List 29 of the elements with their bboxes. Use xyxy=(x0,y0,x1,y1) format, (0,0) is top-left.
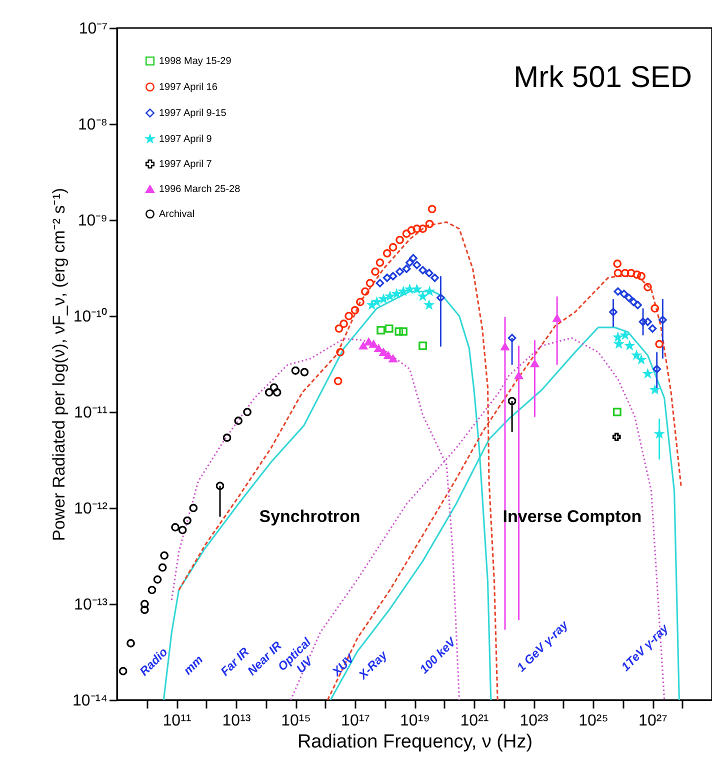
y-tick-label: 10⁻¹¹ xyxy=(74,404,108,422)
legend-label: Archival xyxy=(159,209,195,220)
y-tick-label: 10⁻⁸ xyxy=(78,116,108,134)
y-tick-label: 10⁻⁷ xyxy=(78,20,108,38)
y-tick-label: 10⁻¹² xyxy=(74,500,108,518)
x-axis-title: Radiation Frequency, ν (Hz) xyxy=(297,732,533,752)
x-tick-label: 10¹¹ xyxy=(162,712,192,730)
text: Mrk 501 SED xyxy=(514,61,692,94)
x-tick-label: 10²⁷ xyxy=(638,712,668,730)
legend-label: 1997 April 9 xyxy=(159,134,212,145)
annotation: mm xyxy=(180,652,206,678)
x-tick-label: 10²¹ xyxy=(460,712,489,730)
legend-label: 1996 March 25-28 xyxy=(159,184,241,195)
legend-label: 1998 May 15-29 xyxy=(159,56,232,67)
legend-label: 1997 April 9-15 xyxy=(159,108,227,119)
x-tick-label: 10¹⁵ xyxy=(281,712,311,730)
y-tick-label: 10⁻¹⁴ xyxy=(72,692,108,710)
annotation: Synchrotron xyxy=(259,507,360,526)
legend-label: 1997 April 7 xyxy=(159,159,212,170)
x-tick-label: 10¹³ xyxy=(222,712,252,730)
y-tick-label: 10⁻⁹ xyxy=(78,212,108,230)
x-tick-label: 10²⁵ xyxy=(578,712,608,730)
x-tick-label: 10¹⁷ xyxy=(341,712,370,730)
y-tick-label: 10⁻¹⁰ xyxy=(73,308,108,326)
y-tick-label: 10⁻¹³ xyxy=(74,596,108,614)
y-axis-title: Power Radiated per log(ν), νF_ν, (erg cm⁻² s⁻¹) xyxy=(50,188,68,542)
x-tick-label: 10¹⁹ xyxy=(400,712,430,730)
legend-label: 1997 April 16 xyxy=(159,82,218,93)
x-tick-label: 10²³ xyxy=(520,712,549,730)
